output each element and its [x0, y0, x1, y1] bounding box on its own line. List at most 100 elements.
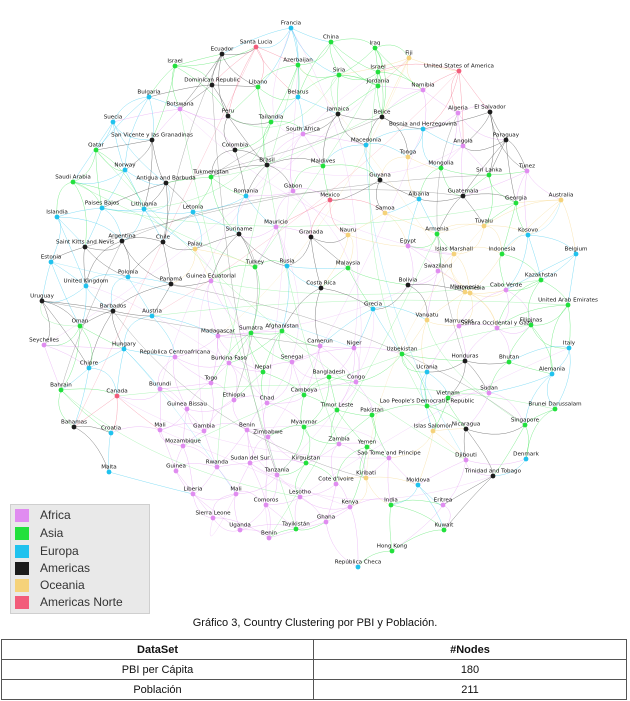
node-label: Togo	[204, 376, 218, 382]
graph-node	[424, 317, 430, 323]
graph-edge	[302, 133, 367, 146]
graph-node	[208, 174, 214, 180]
graph-edge	[328, 347, 355, 378]
graph-edge	[372, 306, 428, 321]
graph-node	[247, 460, 253, 466]
graph-edge	[210, 176, 240, 235]
graph-edge	[95, 121, 114, 151]
graph-node	[190, 491, 196, 497]
graph-edge	[192, 493, 214, 519]
graph-node	[430, 428, 436, 434]
graph-edge	[442, 459, 467, 506]
graph-edge	[322, 113, 339, 167]
graph-edge	[56, 207, 103, 218]
graph-edge	[112, 121, 167, 184]
graph-edge	[182, 445, 218, 468]
legend-item-americas: Americas	[13, 561, 147, 577]
graph-edge	[143, 208, 194, 215]
graph-edge	[233, 371, 264, 401]
node-label: Barbados	[100, 304, 127, 310]
node-label: República Checa	[335, 559, 382, 566]
graph-node	[82, 244, 88, 250]
node-label: Ecuador	[211, 47, 235, 53]
graph-edge	[179, 108, 236, 151]
graph-edge	[162, 182, 168, 243]
graph-node	[463, 426, 469, 432]
graph-edge	[262, 121, 272, 166]
graph-edge	[151, 65, 176, 141]
graph-node	[573, 251, 579, 257]
graph-edge	[325, 483, 337, 523]
graph-node	[486, 390, 492, 396]
graph-node	[48, 259, 54, 265]
graph-edge	[440, 167, 490, 176]
graph-edge	[372, 308, 403, 355]
graph-edge	[110, 276, 129, 312]
graph-node	[39, 298, 45, 304]
node-label: Liberia	[184, 487, 203, 493]
graph-edge	[192, 195, 247, 213]
graph-edge	[374, 47, 424, 91]
graph-edge	[264, 473, 278, 539]
node-label: Austria	[142, 309, 162, 315]
graph-node	[499, 251, 505, 257]
graph-node	[467, 290, 473, 296]
graph-edge	[203, 422, 248, 432]
graph-edge	[496, 324, 532, 334]
graph-edge	[407, 198, 420, 247]
graph-edge	[84, 207, 103, 248]
graph-node	[233, 491, 239, 497]
graph-edge	[330, 409, 340, 445]
graph-node	[490, 473, 496, 479]
graph-edge	[218, 53, 229, 117]
node-label: Antigua and Barbuda	[136, 176, 195, 182]
graph-edge	[550, 304, 569, 375]
node-label: Lao People's Democratic Republic	[380, 399, 475, 405]
graph-edge	[462, 174, 490, 197]
graph-edge	[462, 139, 507, 151]
graph-edge	[290, 27, 359, 349]
graph-node	[268, 119, 274, 125]
graph-edge	[292, 190, 362, 383]
graph-edge	[234, 149, 247, 197]
node-label: Mexico	[320, 193, 340, 199]
graph-edge	[418, 167, 442, 200]
graph-edge	[299, 496, 351, 510]
node-label: Colombia	[222, 143, 248, 149]
legend-label: Americas	[40, 561, 91, 575]
graph-node	[363, 142, 369, 148]
graph-edge	[462, 193, 517, 204]
node-label: Tanzania	[264, 468, 289, 474]
graph-edge	[254, 260, 288, 268]
node-label: Saudi Arabia	[55, 175, 91, 181]
node-label: Ethiopia	[223, 393, 246, 399]
graph-edge	[546, 373, 556, 410]
graph-edge	[456, 291, 466, 327]
node-label: Macedonia	[351, 138, 381, 144]
node-label: Polonia	[118, 270, 138, 276]
node-label: Francia	[281, 21, 301, 27]
node-label: Norway	[114, 163, 136, 169]
graph-node	[295, 62, 301, 68]
graph-edge	[179, 108, 297, 530]
graph-edge	[73, 367, 90, 428]
graph-edge	[245, 195, 277, 228]
graph-edge	[221, 53, 259, 88]
graph-edge	[424, 371, 434, 432]
graph-edge	[246, 429, 278, 476]
graph-edge	[365, 143, 409, 158]
graph-edge	[112, 108, 181, 123]
graph-node	[494, 325, 500, 331]
node-label: Uruguay	[30, 294, 54, 300]
graph-edge	[436, 112, 466, 362]
graph-edge	[60, 240, 123, 391]
graph-edge	[379, 156, 409, 181]
node-label: Camboya	[291, 388, 318, 394]
node-label: Chipre	[80, 361, 99, 367]
node-label: South Africa	[286, 127, 320, 133]
graph-edge	[286, 265, 322, 289]
legend-label: Americas Norte	[40, 595, 123, 609]
graph-node	[157, 386, 163, 392]
table-row: Población 211	[1, 679, 627, 700]
graph-edge	[60, 389, 301, 498]
